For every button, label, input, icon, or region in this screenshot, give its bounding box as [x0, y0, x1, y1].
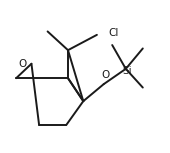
Text: Si: Si [123, 65, 132, 76]
Text: O: O [101, 70, 109, 80]
Text: O: O [18, 59, 26, 69]
Text: Cl: Cl [108, 28, 118, 38]
